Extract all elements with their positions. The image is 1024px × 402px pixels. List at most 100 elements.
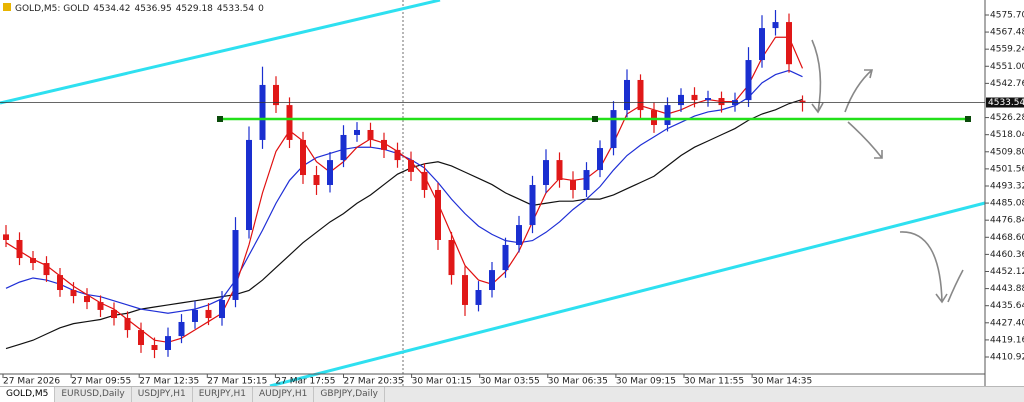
tab-bar: GOLD,M5 EURUSD,Daily USDJPY,H1 EURJPY,H1 AUD… (0, 386, 1024, 402)
candle-body (759, 28, 765, 61)
chart: GOLD,M5: GOLD 4534.42 4536.95 4529.18 4533.5… (0, 0, 1024, 386)
candle-body (219, 299, 225, 319)
trend-line (269, 201, 986, 386)
y-tick-label: 4501.56 (990, 164, 1024, 174)
y-tick-label: 4559.24 (990, 45, 1024, 55)
candle-body (367, 129, 374, 140)
candle-body (772, 22, 779, 29)
y-tick-label: 4551.00 (990, 62, 1024, 72)
indicator-line (5, 98, 803, 350)
candle-body (165, 336, 171, 350)
candle-body (529, 184, 536, 226)
tab[interactable]: EURUSD,Daily (55, 387, 132, 402)
candle-body (624, 79, 630, 111)
candle-body (3, 234, 9, 240)
x-tick-label: 27 Mar 20:35 (344, 377, 404, 387)
candle-body (583, 170, 590, 190)
header-close: 4533.54 (217, 4, 254, 14)
x-tick-label: 30 Mar 06:35 (548, 377, 608, 387)
candle-body (799, 100, 806, 103)
candle-body (664, 105, 671, 126)
y-tick-label: 4518.04 (990, 130, 1024, 140)
candle-body (556, 160, 563, 181)
candle-body (84, 296, 90, 303)
candle-body (43, 263, 50, 276)
x-tick-label: 27 Mar 12:35 (139, 377, 199, 387)
arrows (811, 39, 964, 304)
candle-body (516, 225, 522, 245)
y-tick-label: 4468.60 (990, 233, 1024, 243)
y-tick-label: 4460.36 (990, 250, 1024, 260)
candle-body (151, 345, 158, 350)
candle-body (259, 84, 266, 140)
y-tick-label: 4410.92 (990, 353, 1024, 363)
candle-body (178, 321, 185, 337)
y-tick-label: 4567.48 (990, 28, 1024, 38)
candle-body (691, 94, 698, 101)
y-tick-label: 4526.28 (990, 113, 1024, 123)
candle-body (475, 290, 482, 305)
y-tick-label: 4427.40 (990, 318, 1024, 328)
chart-header: GOLD,M5: GOLD 4534.42 4536.95 4529.18 4533.5… (15, 4, 264, 14)
candle-body (421, 171, 428, 190)
candle-body (124, 318, 131, 331)
candle-body (327, 160, 333, 185)
candle-body (381, 139, 387, 150)
candle-body (300, 139, 306, 176)
y-tick-label: 4493.32 (990, 181, 1024, 191)
candle-body (138, 330, 144, 346)
candle-body (273, 84, 279, 106)
tab[interactable]: GOLD,M5 (0, 387, 56, 402)
handle (217, 116, 223, 122)
x-tick-label: 30 Mar 01:15 (412, 377, 472, 387)
trend-line (0, 0, 441, 105)
candle-body (678, 94, 684, 106)
y-tick-label: 4452.12 (990, 267, 1024, 277)
candle-body (394, 149, 401, 161)
x-tick-label: 27 Mar 15:15 (207, 377, 267, 387)
handle (592, 116, 598, 122)
candle-body (502, 244, 509, 271)
candle-body (70, 290, 77, 297)
y-tick-label: 4575.70 (990, 11, 1024, 21)
x-tick-label: 27 Mar 17:55 (275, 377, 335, 387)
candle-body (232, 230, 239, 300)
y-tick-label: 4435.64 (990, 301, 1024, 311)
tab[interactable]: EURJPY,H1 (193, 387, 253, 402)
candle-body (57, 275, 63, 291)
header-title: GOLD,M5: GOLD (15, 4, 89, 14)
candle-body (651, 110, 657, 126)
tab[interactable]: AUDJPY,H1 (253, 387, 315, 402)
price-label-box (986, 97, 1024, 108)
header-open: 4534.42 (93, 4, 130, 14)
marks (3, 10, 806, 359)
handle (965, 116, 971, 122)
tab[interactable]: GBPJPY,Daily (314, 387, 386, 402)
candle-body (192, 309, 198, 322)
candle-body (97, 302, 104, 310)
symbol-icon (3, 3, 11, 11)
candle-body (597, 148, 603, 171)
x-tick-label: 30 Mar 03:55 (480, 377, 540, 387)
candle-body (16, 239, 23, 259)
y-tick-label: 4542.76 (990, 79, 1024, 89)
candle-body (340, 134, 347, 161)
candle-body (543, 160, 549, 185)
candle-body (705, 98, 711, 101)
y-tick-label: 4476.84 (990, 216, 1024, 226)
x-tick-label: 27 Mar 2026 (3, 377, 60, 387)
y-tick-label: 4485.08 (990, 199, 1024, 209)
header-high: 4536.95 (134, 4, 171, 14)
candle-body (354, 129, 360, 135)
candle-body (570, 180, 576, 190)
x-tick-label: 30 Mar 11:55 (684, 377, 744, 387)
x-tick-label: 27 Mar 09:55 (71, 377, 131, 387)
candle-body (30, 258, 36, 264)
candle-body (313, 175, 320, 185)
header-tail: 0 (258, 4, 264, 14)
x-tick-label: 30 Mar 14:35 (752, 377, 812, 387)
tab[interactable]: USDJPY,H1 (132, 387, 193, 402)
candle-body (637, 79, 644, 111)
candle-body (786, 22, 792, 65)
